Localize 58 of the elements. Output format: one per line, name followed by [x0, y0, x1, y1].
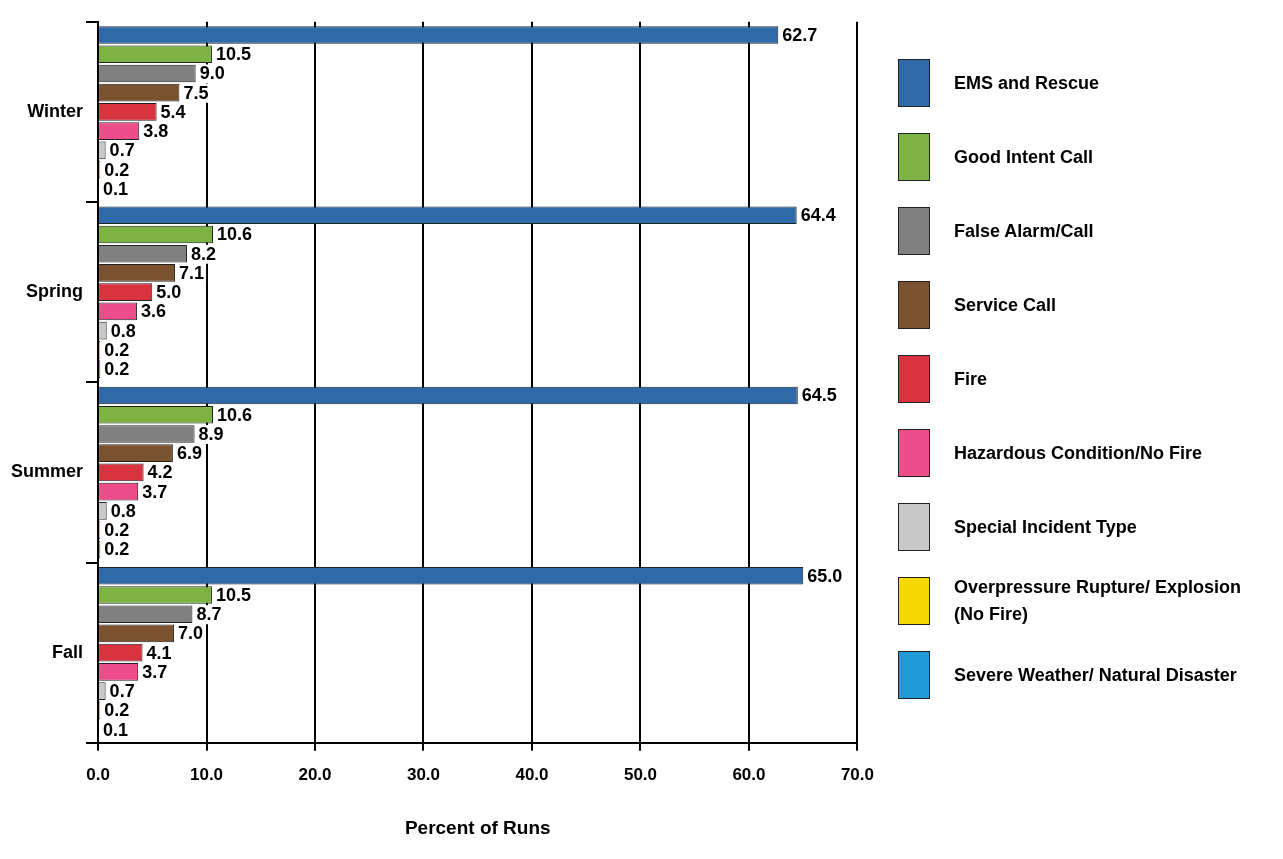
- data-label: 0.2: [104, 700, 130, 721]
- data-label: 3.7: [142, 661, 168, 682]
- data-label: 64.4: [800, 205, 836, 226]
- text: False Alarm/Call: [954, 219, 1095, 243]
- data-label: 10.6: [217, 404, 253, 425]
- data-label: 3.7: [142, 481, 168, 502]
- data-label: 0.2: [104, 359, 130, 380]
- data-label: 0.8: [110, 500, 136, 521]
- data-label: 0.7: [109, 140, 135, 161]
- data-label: 8.9: [198, 423, 224, 444]
- y-tick-label: Winter: [27, 100, 84, 121]
- data-label: 0.2: [104, 520, 130, 541]
- text: Special Incident Type: [954, 515, 1138, 539]
- x-tick-label: 60.0: [732, 764, 766, 784]
- x-tick-label: 70.0: [840, 764, 874, 784]
- data-label: 9.0: [199, 63, 225, 84]
- data-label: 0.1: [103, 719, 129, 740]
- data-label: 10.5: [215, 44, 251, 65]
- x-tick-label: 0.0: [86, 764, 110, 784]
- data-label: 4.1: [146, 642, 172, 663]
- x-axis-title: Percent of Runs: [404, 816, 551, 838]
- data-label: 6.9: [176, 443, 202, 464]
- data-label: 5.0: [156, 282, 182, 303]
- data-label: 5.4: [160, 101, 186, 122]
- data-label: 62.7: [782, 24, 818, 45]
- text: Service Call: [954, 293, 1058, 317]
- data-label: 10.5: [215, 584, 251, 605]
- data-label: 8.2: [190, 243, 217, 264]
- x-tick-label: 10.0: [189, 764, 224, 784]
- text: Severe Weather/ Natural Disaster: [954, 663, 1238, 687]
- x-tick-label: 50.0: [623, 764, 658, 784]
- data-label: 0.2: [104, 339, 130, 360]
- text: Overpressure Rupture/ Explosion (No Fire): [954, 576, 1243, 626]
- data-label: 0.2: [104, 159, 130, 180]
- x-tick-label: 40.0: [515, 764, 549, 784]
- text: EMS and Rescue: [954, 71, 1101, 95]
- data-label: 4.2: [147, 462, 173, 483]
- data-label: 7.5: [183, 82, 209, 103]
- data-label: 0.8: [110, 320, 136, 341]
- data-label: 10.6: [217, 224, 253, 245]
- data-label: 65.0: [807, 565, 843, 586]
- y-tick-label: Summer: [11, 461, 84, 482]
- text: Fire: [954, 367, 988, 391]
- data-label: 0.2: [104, 539, 130, 560]
- data-label: 7.0: [177, 623, 203, 644]
- data-label: 0.1: [103, 178, 129, 199]
- data-label: 3.8: [143, 121, 169, 142]
- data-label: 64.5: [801, 385, 837, 406]
- data-label: 8.7: [196, 604, 222, 625]
- x-tick-label: 30.0: [406, 764, 441, 784]
- x-tick-label: 20.0: [298, 764, 332, 784]
- text: Hazardous Condition/No Fire: [954, 441, 1203, 465]
- y-tick-label: Spring: [26, 281, 84, 302]
- data-label: 0.7: [109, 681, 135, 702]
- y-tick-label: Fall: [52, 641, 84, 662]
- text: Good Intent Call: [954, 145, 1094, 169]
- data-label: 7.1: [179, 262, 205, 283]
- data-label: 3.6: [141, 301, 167, 322]
